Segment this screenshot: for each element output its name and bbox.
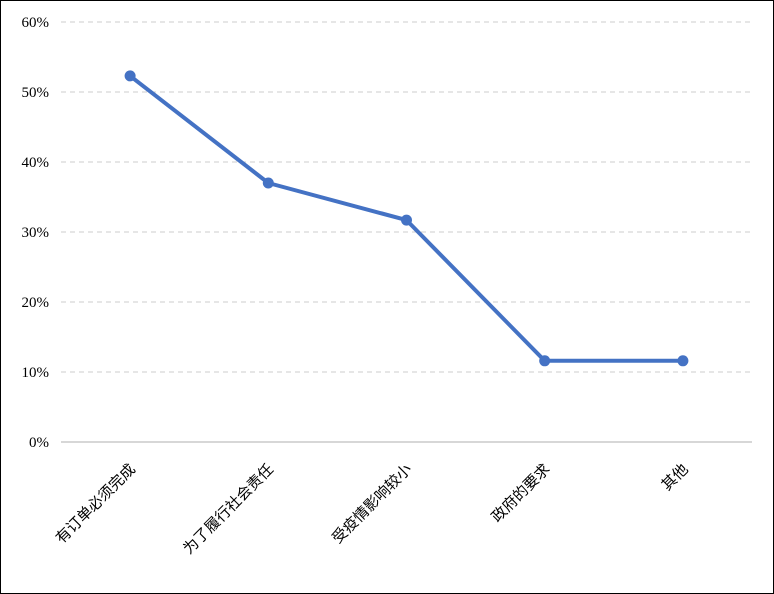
gridlines	[61, 21, 752, 373]
y-tick-label: 60%	[22, 15, 50, 31]
y-tick-label: 10%	[22, 365, 50, 381]
x-tick-label: 政府的要求	[488, 460, 554, 526]
y-tick-label: 30%	[22, 225, 50, 241]
y-tick-label: 20%	[22, 295, 50, 311]
x-tick-label: 为了履行社会责任	[180, 460, 278, 558]
data-point	[401, 214, 412, 226]
y-tick-label: 50%	[22, 85, 50, 101]
x-tick-labels: 有订单必须完成 为了履行社会责任 受疫情影响较小 政府的要求 其他	[52, 460, 692, 558]
series	[124, 70, 689, 367]
data-point	[539, 355, 551, 367]
y-tick-label: 0%	[29, 435, 49, 451]
x-tick-label: 其他	[658, 460, 692, 494]
y-tick-label: 40%	[22, 155, 50, 171]
x-tick-label: 有订单必须完成	[52, 460, 139, 547]
x-tick-label: 受疫情影响较小	[328, 460, 415, 547]
y-tick-labels: 0% 10% 20% 30% 40% 50% 60%	[22, 15, 50, 451]
data-point	[124, 70, 136, 82]
data-point	[262, 177, 274, 189]
data-point	[677, 355, 689, 367]
